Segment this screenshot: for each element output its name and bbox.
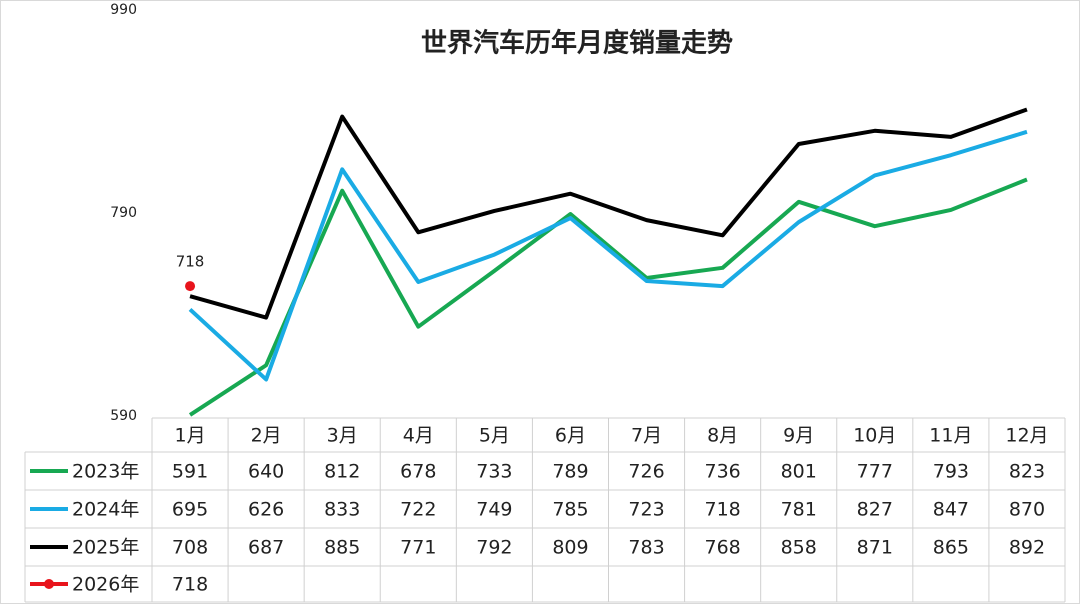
table-value: 708 <box>172 537 208 559</box>
table-value: 718 <box>172 574 208 596</box>
series-line <box>188 177 1028 417</box>
table-value: 781 <box>781 499 817 521</box>
x-tick-label: 9月 <box>783 425 814 447</box>
table-value: 723 <box>628 499 664 521</box>
y-tick-label: 590 <box>110 408 137 424</box>
table-value: 885 <box>324 537 360 559</box>
table-value: 789 <box>552 461 588 483</box>
y-tick-label: 790 <box>110 205 137 221</box>
series-line <box>189 107 1028 320</box>
x-tick-label: 12月 <box>1005 425 1048 447</box>
table-value: 733 <box>476 461 512 483</box>
table-value: 771 <box>400 537 436 559</box>
legend-label: 2025年 <box>72 537 139 559</box>
x-tick-label: 11月 <box>929 425 972 447</box>
table-value: 785 <box>552 499 588 521</box>
table-value: 783 <box>628 537 664 559</box>
x-tick-label: 3月 <box>327 425 358 447</box>
table-value: 736 <box>704 461 740 483</box>
table-value: 870 <box>1009 499 1045 521</box>
y-tick-label: 990 <box>110 2 137 18</box>
table-value: 792 <box>476 537 512 559</box>
table-value: 793 <box>933 461 969 483</box>
chart-title: 世界汽车历年月度销量走势 <box>421 28 733 59</box>
table-value: 823 <box>1009 461 1045 483</box>
table-value: 695 <box>172 499 208 521</box>
table-value: 718 <box>704 499 740 521</box>
x-tick-label: 6月 <box>555 425 586 447</box>
x-tick-label: 8月 <box>707 425 738 447</box>
table-value: 777 <box>857 461 893 483</box>
x-tick-label: 2月 <box>251 425 282 447</box>
table-value: 871 <box>857 537 893 559</box>
x-tick-label: 5月 <box>479 425 510 447</box>
table-value: 626 <box>248 499 284 521</box>
legend-marker <box>44 579 54 589</box>
table-value: 722 <box>400 499 436 521</box>
table-value: 678 <box>400 461 436 483</box>
x-tick-label: 10月 <box>853 425 896 447</box>
table-value: 812 <box>324 461 360 483</box>
table-value: 865 <box>933 537 969 559</box>
x-tick-label: 7月 <box>631 425 662 447</box>
table-value: 726 <box>628 461 664 483</box>
table-value: 768 <box>704 537 740 559</box>
series-line <box>188 129 1028 382</box>
x-tick-label: 4月 <box>403 425 434 447</box>
table-value: 847 <box>933 499 969 521</box>
table-value: 827 <box>857 499 893 521</box>
table-value: 801 <box>781 461 817 483</box>
table-value: 833 <box>324 499 360 521</box>
legend-label: 2026年 <box>72 574 139 596</box>
table-value: 858 <box>781 537 817 559</box>
data-label: 718 <box>176 253 205 271</box>
table-value: 749 <box>476 499 512 521</box>
series-marker <box>185 281 196 292</box>
table-value: 892 <box>1009 537 1045 559</box>
legend-label: 2023年 <box>72 461 139 483</box>
x-tick-label: 1月 <box>174 425 205 447</box>
legend-label: 2024年 <box>72 499 139 521</box>
table-value: 640 <box>248 461 284 483</box>
table-value: 809 <box>552 537 588 559</box>
table-value: 687 <box>248 537 284 559</box>
table-value: 591 <box>172 461 208 483</box>
